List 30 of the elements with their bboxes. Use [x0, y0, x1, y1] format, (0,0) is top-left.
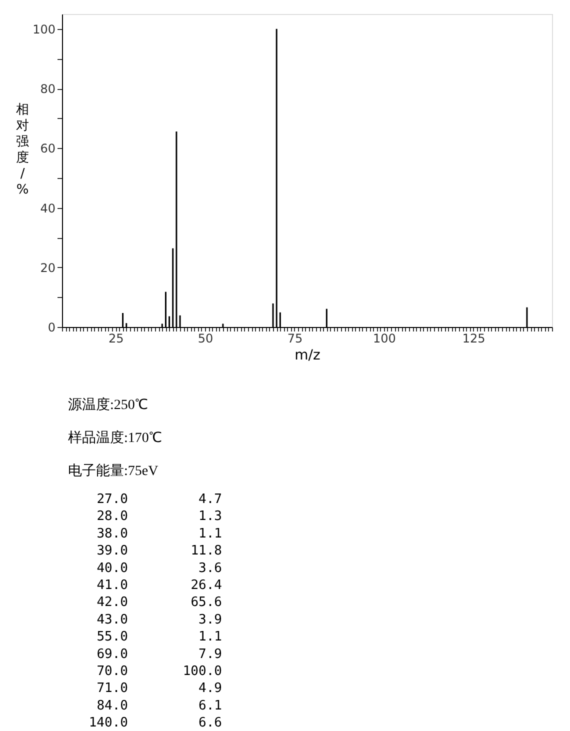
text: 70.0 100.0 — [96, 664, 222, 679]
x-tick-label: 25 — [108, 332, 124, 346]
x-tick-label: 75 — [287, 332, 303, 346]
text: 样品温度:170℃ — [68, 430, 162, 446]
x-tick-label: 50 — [198, 332, 214, 346]
y-tick-label: 60 — [40, 142, 56, 156]
x-tick-label: 100 — [372, 332, 396, 346]
text: 39.0 11.8 — [96, 544, 222, 559]
text: 41.0 26.4 — [96, 578, 222, 593]
x-axis-title: m/z — [294, 348, 320, 364]
text: 55.0 1.1 — [96, 630, 222, 645]
text: 140.0 6.6 — [88, 716, 222, 731]
y-tick-label: 0 — [48, 320, 56, 334]
text: 69.0 7.9 — [96, 646, 222, 662]
x-tick-label: 125 — [462, 332, 486, 346]
y-tick-label: 100 — [32, 22, 56, 36]
y-tick-label: 20 — [40, 260, 56, 275]
text: 71.0 4.9 — [96, 681, 222, 696]
text: 源温度:250℃ — [68, 397, 148, 413]
text: 40.0 3.6 — [96, 560, 222, 576]
text: 43.0 3.9 — [96, 612, 222, 628]
text: 38.0 1.1 — [96, 526, 222, 542]
text: 电子能量:75eV — [68, 463, 158, 479]
y-tick-label: 40 — [40, 201, 56, 216]
y-tick-label: 80 — [40, 82, 56, 96]
text: 84.0 6.1 — [96, 698, 222, 714]
text: 28.0 1.3 — [96, 509, 222, 524]
y-axis-title: 相对强度/% — [16, 102, 29, 198]
text: 42.0 65.6 — [96, 595, 222, 610]
text: 27.0 4.7 — [96, 492, 222, 507]
